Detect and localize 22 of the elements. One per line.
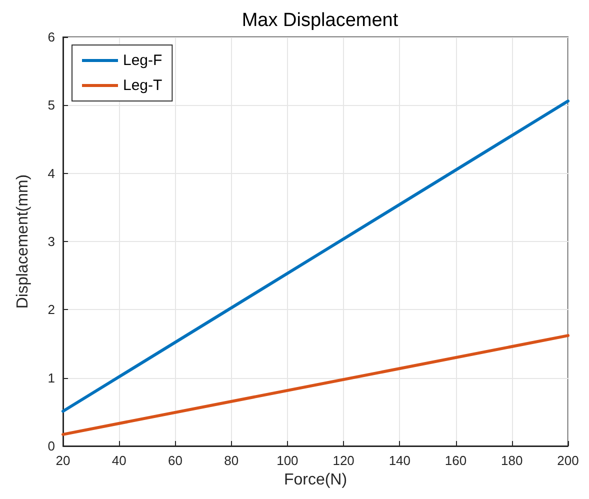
- legend-label: Leg-T: [123, 77, 162, 94]
- x-tick-label: 140: [388, 453, 411, 468]
- x-tick-label: 180: [501, 453, 523, 468]
- y-tick-label: 0: [48, 438, 55, 454]
- x-tick-label: 160: [444, 453, 467, 468]
- legend-label: Leg-F: [123, 52, 162, 69]
- y-tick-label: 4: [48, 166, 55, 181]
- x-tick-label: 80: [224, 453, 239, 468]
- x-tick-label: 100: [276, 453, 298, 468]
- y-tick-label: 5: [48, 98, 55, 113]
- y-tick-label: 3: [48, 234, 55, 249]
- x-tick-label: 60: [168, 453, 182, 468]
- x-tick-label: 20: [56, 453, 70, 468]
- y-tick-label: 1: [48, 370, 55, 386]
- x-axis-title: Force(N): [284, 472, 348, 488]
- x-tick-label: 40: [112, 453, 126, 468]
- y-tick-label: 6: [48, 30, 55, 44]
- x-tick-label: 120: [332, 453, 354, 468]
- y-axis-title: Displacement(mm): [14, 174, 32, 309]
- y-tick-label: 2: [48, 302, 55, 318]
- x-tick-label: 200: [557, 453, 579, 468]
- chart-title: Max Displacement: [242, 10, 399, 31]
